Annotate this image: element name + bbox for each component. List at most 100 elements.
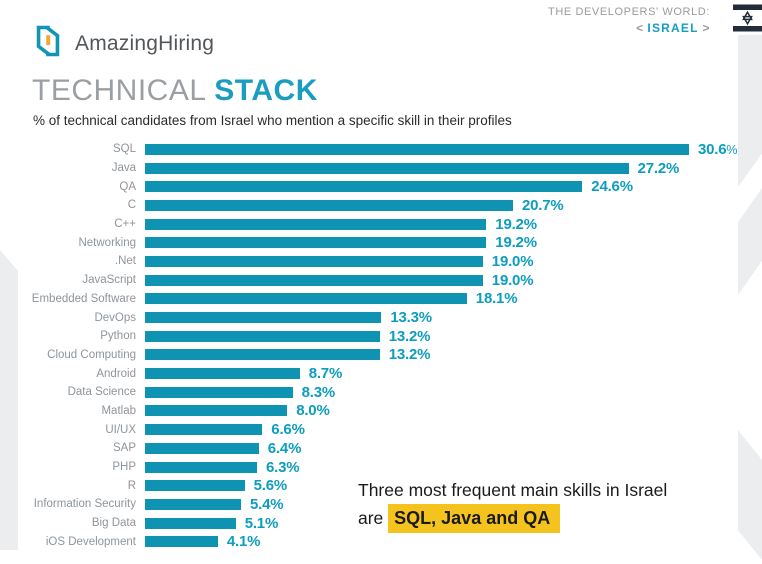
bar-value-suffix: % — [291, 421, 305, 439]
bar-value-suffix: % — [264, 514, 279, 532]
bar-category-label: Cloud Computing — [47, 348, 136, 361]
bar-track: 4.1% — [136, 533, 754, 550]
bar-value-number: 19.2 — [495, 215, 524, 233]
bar-value-number: 6.4 — [267, 439, 289, 457]
bar-value-number: 27.2 — [637, 159, 667, 177]
bar-track: 13.3% — [136, 309, 754, 326]
page-title-part1: TECHNICAL — [32, 74, 215, 107]
bar-value-suffix: % — [619, 178, 633, 196]
bar-category-label: .Net — [114, 255, 136, 268]
logo-wordmark: AmazingHiring — [75, 31, 215, 55]
bar-track: 30.6% — [136, 141, 754, 158]
bar-value-label: 8.7% — [309, 365, 343, 383]
bar — [145, 424, 263, 436]
page-subtitle: % of technical candidates from Israel wh… — [33, 113, 512, 128]
bar — [145, 330, 380, 342]
bar-value-suffix: % — [418, 309, 432, 327]
bar-value-number: 4.1 — [226, 533, 248, 551]
bar-value-label: 8.3% — [301, 383, 336, 401]
bar-track: 19.2% — [136, 234, 754, 251]
bar-value-suffix: % — [504, 290, 518, 308]
bar-value-number: 5.4 — [250, 495, 271, 513]
bar-track: 8.0% — [136, 402, 754, 419]
bar-value-label: 5.4% — [250, 495, 284, 513]
bar-value-label: 5.1% — [244, 514, 279, 532]
bar-category-label: SAP — [112, 442, 136, 455]
bar-row: QA 24.6% — [8, 177, 754, 196]
bar-category-label: QA — [119, 180, 136, 193]
bar-row: Java 27.2% — [8, 159, 754, 178]
bar-value-number: 5.1 — [244, 514, 265, 532]
bar-value-number: 20.7 — [522, 196, 551, 214]
bar-track: 13.2% — [136, 328, 754, 345]
bar-value-number: 19.0 — [491, 271, 521, 289]
bar-row: Data Science 8.3% — [8, 383, 754, 402]
bar-value-number: 18.1 — [475, 290, 505, 308]
country-next-arrow[interactable]: > — [702, 21, 710, 35]
bar-track: 19.0% — [136, 253, 754, 270]
bar-row: SAP 6.4% — [8, 439, 754, 458]
bar — [145, 199, 513, 211]
bar — [145, 498, 241, 510]
bar-value-label: 13.3% — [390, 309, 432, 326]
bar-category-label: Networking — [78, 236, 136, 249]
bar-track: 18.1% — [136, 290, 754, 307]
developers-world-header: THE DEVELOPERS' WORLD: < ISRAEL > — [548, 6, 710, 35]
bar-row: R 5.6% — [8, 476, 754, 495]
bar-value-suffix: % — [321, 383, 335, 401]
bar-row: DevOps 13.3% — [8, 308, 754, 327]
bar-category-label: Information Security — [33, 498, 136, 511]
bar-category-label: DevOps — [94, 311, 136, 324]
bar-row: Networking 19.2% — [8, 233, 754, 252]
bar-category-label: JavaScript — [82, 274, 136, 287]
bar-value-number: 13.2 — [388, 327, 418, 345]
bar-category-label: C++ — [114, 218, 136, 231]
bar-track: 24.6% — [136, 178, 754, 195]
bar-track: 5.4% — [136, 496, 754, 513]
background-band-left — [0, 250, 18, 550]
bar-value-suffix: % — [288, 439, 302, 457]
bar-track: 6.4% — [136, 440, 754, 457]
bar-value-number: 6.6 — [271, 421, 292, 439]
technical-stack-bar-chart: SQL 30.6% Java 27.2% QA 24.6% C 20.7% C++ 19.2% Ne… — [8, 140, 754, 551]
bar-row: Python 13.2% — [8, 327, 754, 346]
bar-row: Big Data 5.1% — [8, 514, 754, 533]
bar-value-label: 19.0% — [492, 253, 534, 270]
bar-track: 5.6% — [136, 477, 754, 494]
bar — [145, 218, 487, 230]
country-prev-arrow[interactable]: < — [636, 21, 644, 35]
bar-value-suffix: % — [328, 365, 343, 383]
bar-value-suffix: % — [523, 215, 537, 233]
annotation-line1: Three most frequent main skills in Israe… — [358, 480, 668, 500]
country-navigation: < ISRAEL > — [548, 21, 710, 35]
bar-value-suffix: % — [417, 327, 431, 345]
bar-value-suffix: % — [273, 477, 287, 495]
bar-value-label: 24.6% — [591, 178, 633, 195]
bar-value-label: 5.6% — [254, 477, 288, 495]
key-insight-annotation: Three most frequent main skills in Israe… — [358, 476, 668, 533]
bar-row: JavaScript 19.0% — [8, 271, 754, 290]
bar-track: 8.7% — [136, 365, 754, 382]
bar — [145, 255, 483, 267]
bar — [145, 517, 236, 529]
bar-value-number: 8.3 — [301, 383, 322, 401]
bar — [145, 274, 483, 286]
bar-value-label: 8.0% — [296, 402, 330, 420]
bar-category-label: Matlab — [101, 404, 136, 417]
bar-value-suffix: % — [247, 533, 261, 551]
bar-category-label: R — [127, 479, 136, 492]
bar-value-number: 8.0 — [296, 402, 317, 420]
bar-track: 19.2% — [136, 216, 754, 233]
bar-value-suffix: % — [550, 196, 564, 214]
bar-track: 19.0% — [136, 272, 754, 289]
country-name: ISRAEL — [647, 21, 699, 35]
bar-value-suffix: % — [417, 346, 431, 364]
amazinghiring-logo[interactable]: AmazingHiring — [30, 23, 214, 64]
bar-value-suffix: % — [666, 159, 680, 177]
bar — [145, 349, 380, 361]
bar-value-label: 6.3% — [266, 459, 300, 476]
bar — [145, 312, 382, 324]
bar — [145, 368, 300, 380]
page-title-part2: STACK — [214, 74, 318, 107]
bar-track: 20.7% — [136, 197, 754, 214]
